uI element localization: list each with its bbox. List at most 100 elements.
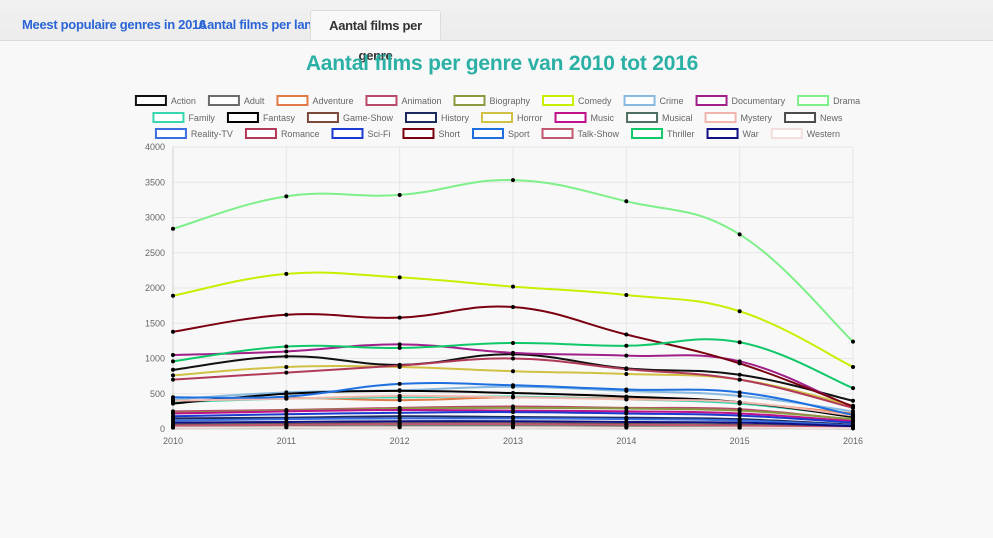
- legend-item-thriller[interactable]: Thriller: [631, 128, 695, 139]
- legend-item-short[interactable]: Short: [402, 128, 460, 139]
- data-point-fantasy[interactable]: [284, 391, 289, 396]
- data-point-sport[interactable]: [171, 395, 175, 400]
- tab-films-per-country[interactable]: Aantal films per land: [198, 17, 320, 32]
- data-point-thriller[interactable]: [171, 359, 175, 364]
- data-point-war[interactable]: [511, 419, 515, 424]
- data-point-talk-show[interactable]: [511, 422, 515, 427]
- legend-item-action[interactable]: Action: [134, 95, 196, 106]
- tab-popular-genres-2016[interactable]: Meest populaire genres in 2016: [22, 17, 206, 32]
- data-point-sport[interactable]: [851, 412, 855, 417]
- data-point-action[interactable]: [851, 398, 855, 403]
- data-point-sci-fi[interactable]: [737, 413, 742, 418]
- data-point-sci-fi[interactable]: [851, 420, 855, 425]
- legend-item-sport[interactable]: Sport: [471, 128, 530, 139]
- data-point-short[interactable]: [284, 312, 289, 317]
- data-point-war[interactable]: [284, 419, 289, 424]
- data-point-fantasy[interactable]: [511, 391, 515, 396]
- data-point-drama[interactable]: [284, 194, 289, 199]
- data-point-sport[interactable]: [397, 381, 402, 386]
- data-point-crime[interactable]: [737, 393, 742, 398]
- data-point-comedy[interactable]: [851, 364, 855, 369]
- legend-item-documentary[interactable]: Documentary: [695, 95, 786, 106]
- data-point-documentary[interactable]: [624, 353, 629, 358]
- data-point-mystery[interactable]: [624, 397, 629, 402]
- legend-item-drama[interactable]: Drama: [797, 95, 860, 106]
- data-point-horror[interactable]: [284, 364, 289, 369]
- data-point-mystery[interactable]: [511, 395, 515, 400]
- data-point-action[interactable]: [284, 354, 289, 359]
- legend-item-crime[interactable]: Crime: [623, 95, 684, 106]
- legend-item-game-show[interactable]: Game-Show: [306, 112, 394, 123]
- legend-item-biography[interactable]: Biography: [453, 95, 531, 106]
- legend-item-talk-show[interactable]: Talk-Show: [541, 128, 620, 139]
- data-point-biography[interactable]: [737, 408, 742, 413]
- legend-item-family[interactable]: Family: [152, 112, 215, 123]
- data-point-music[interactable]: [397, 407, 402, 412]
- data-point-short[interactable]: [397, 315, 402, 320]
- legend-item-fantasy[interactable]: Fantasy: [226, 112, 296, 123]
- data-point-reality-tv[interactable]: [397, 416, 402, 421]
- data-point-fantasy[interactable]: [397, 388, 402, 393]
- data-point-music[interactable]: [171, 411, 175, 416]
- data-point-western[interactable]: [397, 425, 402, 430]
- data-point-music[interactable]: [284, 409, 289, 414]
- data-point-sport[interactable]: [737, 390, 742, 395]
- legend-item-romance[interactable]: Romance: [244, 128, 320, 139]
- data-point-comedy[interactable]: [624, 293, 629, 298]
- legend-item-musical[interactable]: Musical: [626, 112, 693, 123]
- data-point-horror[interactable]: [511, 369, 515, 374]
- data-point-romance[interactable]: [284, 370, 289, 375]
- data-point-comedy[interactable]: [397, 275, 402, 280]
- legend-item-horror[interactable]: Horror: [481, 112, 543, 123]
- legend-item-music[interactable]: Music: [554, 112, 615, 123]
- data-point-horror[interactable]: [624, 372, 629, 377]
- tab-films-per-genre[interactable]: Aantal films per genre: [310, 10, 441, 63]
- data-point-drama[interactable]: [397, 192, 402, 197]
- data-point-talk-show[interactable]: [624, 422, 629, 427]
- data-point-reality-tv[interactable]: [284, 417, 289, 422]
- data-point-fantasy[interactable]: [171, 401, 175, 406]
- data-point-war[interactable]: [624, 419, 629, 424]
- legend-item-mystery[interactable]: Mystery: [704, 112, 773, 123]
- data-point-drama[interactable]: [171, 226, 175, 231]
- data-point-adventure[interactable]: [397, 398, 402, 403]
- data-point-documentary[interactable]: [397, 342, 402, 347]
- data-point-documentary[interactable]: [511, 350, 515, 355]
- data-point-short[interactable]: [737, 361, 742, 366]
- legend-item-war[interactable]: War: [706, 128, 759, 139]
- data-point-mystery[interactable]: [397, 393, 402, 398]
- data-point-sci-fi[interactable]: [397, 410, 402, 415]
- legend-item-animation[interactable]: Animation: [365, 95, 442, 106]
- data-point-talk-show[interactable]: [397, 422, 402, 427]
- legend-item-comedy[interactable]: Comedy: [542, 95, 612, 106]
- data-point-horror[interactable]: [171, 373, 175, 378]
- data-point-sci-fi[interactable]: [284, 412, 289, 417]
- data-point-short[interactable]: [511, 305, 515, 310]
- data-point-crime[interactable]: [851, 409, 855, 414]
- data-point-sci-fi[interactable]: [171, 414, 175, 419]
- data-point-western[interactable]: [624, 425, 629, 430]
- data-point-thriller[interactable]: [397, 345, 402, 350]
- data-point-sport[interactable]: [624, 387, 629, 392]
- data-point-romance[interactable]: [171, 377, 175, 382]
- data-point-documentary[interactable]: [284, 349, 289, 354]
- data-point-western[interactable]: [284, 425, 289, 430]
- data-point-reality-tv[interactable]: [511, 416, 515, 421]
- legend-item-adventure[interactable]: Adventure: [276, 95, 353, 106]
- data-point-mystery[interactable]: [737, 400, 742, 405]
- legend-item-history[interactable]: History: [404, 112, 470, 123]
- legend-item-reality-tv[interactable]: Reality-TV: [154, 128, 233, 139]
- legend-item-western[interactable]: Western: [770, 128, 840, 139]
- data-point-war[interactable]: [397, 419, 402, 424]
- data-point-action[interactable]: [737, 372, 742, 377]
- data-point-war[interactable]: [171, 420, 175, 425]
- data-point-sport[interactable]: [511, 383, 515, 388]
- data-point-sci-fi[interactable]: [511, 410, 515, 415]
- data-point-short[interactable]: [171, 329, 175, 334]
- data-point-drama[interactable]: [737, 232, 742, 237]
- data-point-biography[interactable]: [511, 405, 515, 410]
- data-point-comedy[interactable]: [511, 284, 515, 289]
- data-point-mystery[interactable]: [171, 398, 175, 403]
- data-point-thriller[interactable]: [511, 340, 515, 345]
- data-point-comedy[interactable]: [284, 271, 289, 276]
